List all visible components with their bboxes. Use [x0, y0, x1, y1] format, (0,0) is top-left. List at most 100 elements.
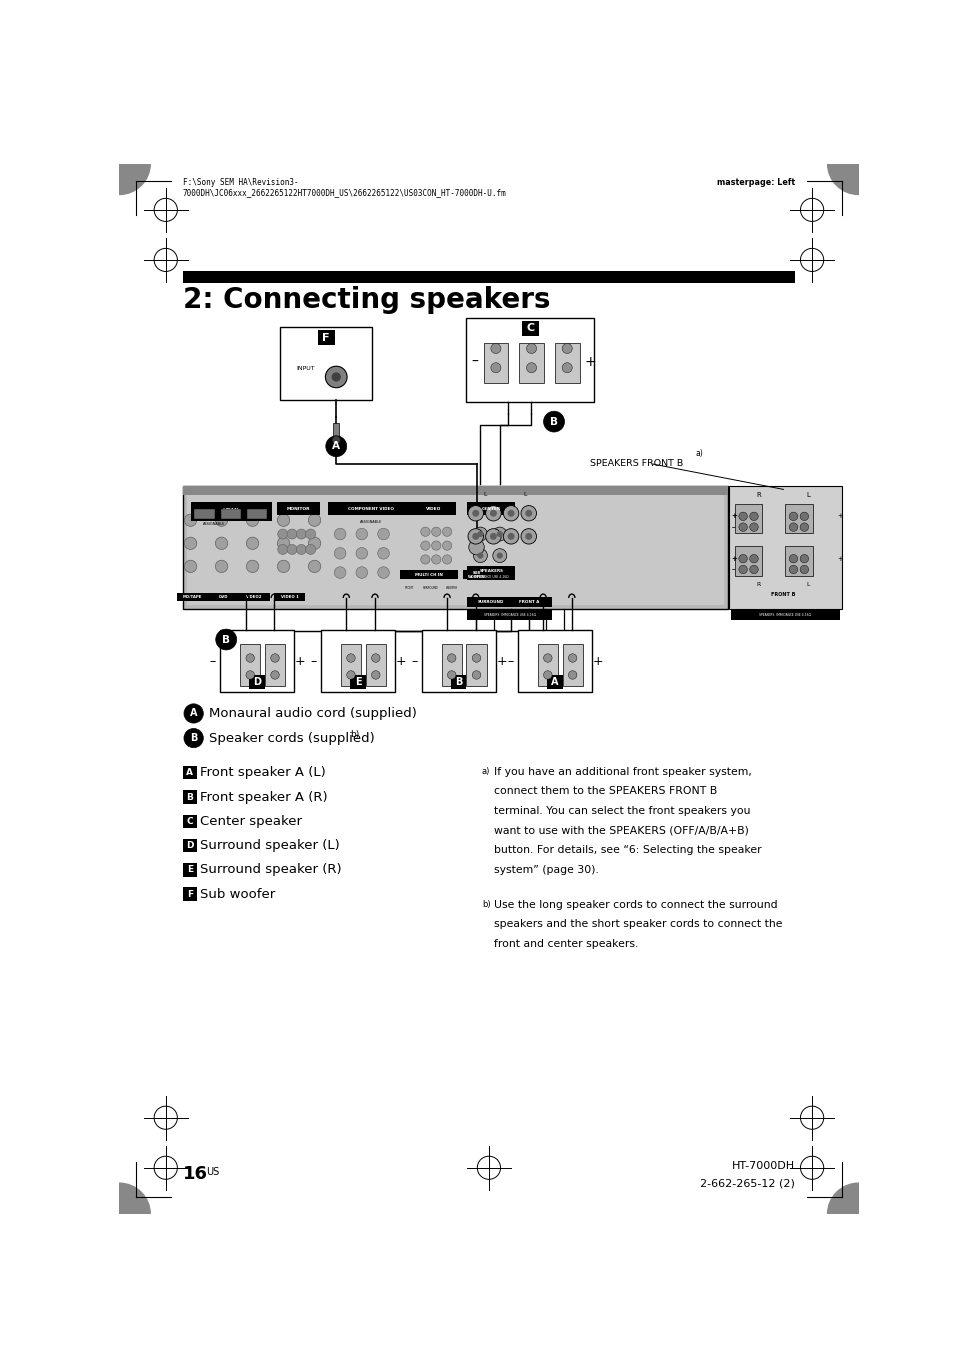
Bar — [467, 610, 552, 619]
Circle shape — [431, 527, 440, 536]
Circle shape — [738, 512, 746, 521]
Text: Front speaker A (L): Front speaker A (L) — [199, 767, 325, 779]
Bar — [183, 839, 196, 852]
Circle shape — [277, 561, 290, 573]
Bar — [521, 321, 538, 336]
Circle shape — [334, 528, 346, 540]
Text: a): a) — [481, 767, 490, 776]
Circle shape — [472, 653, 480, 663]
Circle shape — [355, 528, 367, 540]
Bar — [208, 593, 238, 602]
Bar — [183, 486, 727, 495]
Circle shape — [355, 547, 367, 559]
Bar — [317, 330, 335, 345]
Circle shape — [468, 539, 484, 555]
Bar — [546, 675, 562, 689]
Text: SURROUND: SURROUND — [476, 600, 503, 604]
Text: HDMI: HDMI — [222, 509, 239, 513]
Bar — [265, 644, 285, 686]
Circle shape — [568, 671, 577, 679]
Circle shape — [473, 527, 487, 542]
Circle shape — [525, 510, 532, 517]
Bar — [176, 593, 208, 602]
Text: –: – — [210, 655, 215, 667]
Text: VIDEO: VIDEO — [426, 506, 441, 510]
Circle shape — [525, 533, 532, 540]
Bar — [191, 502, 272, 521]
Bar — [194, 509, 214, 518]
Circle shape — [308, 514, 320, 527]
Bar — [517, 630, 591, 692]
Bar — [562, 644, 582, 686]
Text: A: A — [551, 677, 558, 687]
Bar — [413, 502, 456, 514]
Circle shape — [246, 514, 258, 527]
Circle shape — [296, 529, 306, 539]
Text: b): b) — [350, 730, 359, 739]
Circle shape — [277, 529, 288, 539]
Circle shape — [788, 554, 797, 563]
Circle shape — [468, 529, 483, 544]
Text: B: B — [222, 634, 230, 645]
Text: B: B — [550, 416, 558, 427]
Text: VIDEO2: VIDEO2 — [246, 595, 262, 599]
Text: b): b) — [481, 900, 490, 908]
Text: +: + — [395, 655, 406, 667]
Circle shape — [246, 537, 258, 550]
Circle shape — [800, 554, 808, 563]
Circle shape — [420, 527, 430, 536]
Text: SPEAKERS  IMPEDANCE USE 4-16Ω: SPEAKERS IMPEDANCE USE 4-16Ω — [759, 612, 810, 617]
Text: a): a) — [695, 449, 703, 458]
Circle shape — [442, 527, 452, 536]
Circle shape — [431, 555, 440, 565]
Bar — [728, 486, 841, 608]
Text: Use the long speaker cords to connect the surround: Use the long speaker cords to connect th… — [494, 900, 777, 910]
Text: F: F — [322, 333, 330, 342]
Text: –: – — [731, 566, 734, 573]
Text: Speaker cords (supplied): Speaker cords (supplied) — [209, 731, 375, 745]
Bar — [467, 502, 515, 514]
Text: R: R — [756, 581, 760, 587]
Text: A: A — [186, 768, 193, 777]
Bar — [340, 644, 360, 686]
Circle shape — [497, 531, 502, 537]
Circle shape — [800, 512, 808, 521]
Circle shape — [305, 544, 315, 554]
Circle shape — [520, 506, 536, 521]
Circle shape — [543, 653, 552, 663]
Circle shape — [749, 512, 758, 521]
Bar — [784, 505, 812, 533]
Bar — [321, 630, 395, 692]
Circle shape — [561, 344, 572, 353]
Text: –: – — [731, 524, 734, 531]
Text: button. For details, see “6: Selecting the speaker: button. For details, see “6: Selecting t… — [494, 846, 761, 855]
Circle shape — [334, 547, 346, 559]
Circle shape — [472, 671, 480, 679]
Circle shape — [568, 653, 577, 663]
Text: speakers and the short speaker cords to connect the: speakers and the short speaker cords to … — [494, 919, 782, 929]
Text: +: + — [583, 356, 596, 370]
Bar — [220, 509, 241, 518]
Text: INPUT: INPUT — [295, 366, 314, 371]
Circle shape — [334, 567, 346, 578]
Circle shape — [420, 555, 430, 565]
Circle shape — [543, 411, 564, 432]
Bar — [451, 675, 466, 689]
Text: D: D — [186, 842, 193, 850]
Bar — [183, 767, 196, 779]
Circle shape — [246, 561, 258, 573]
Text: B: B — [186, 792, 193, 802]
Text: +: + — [731, 555, 737, 562]
Text: FRONT B: FRONT B — [770, 592, 795, 597]
Circle shape — [371, 671, 379, 679]
Text: C: C — [526, 323, 535, 333]
Bar — [183, 486, 727, 608]
Circle shape — [788, 522, 797, 532]
Circle shape — [246, 653, 254, 663]
Circle shape — [497, 552, 502, 559]
Text: Surround speaker (R): Surround speaker (R) — [199, 863, 341, 876]
Circle shape — [277, 514, 290, 527]
Text: 16: 16 — [183, 1165, 208, 1183]
Text: L: L — [483, 492, 486, 496]
Text: Center speaker: Center speaker — [199, 814, 301, 828]
